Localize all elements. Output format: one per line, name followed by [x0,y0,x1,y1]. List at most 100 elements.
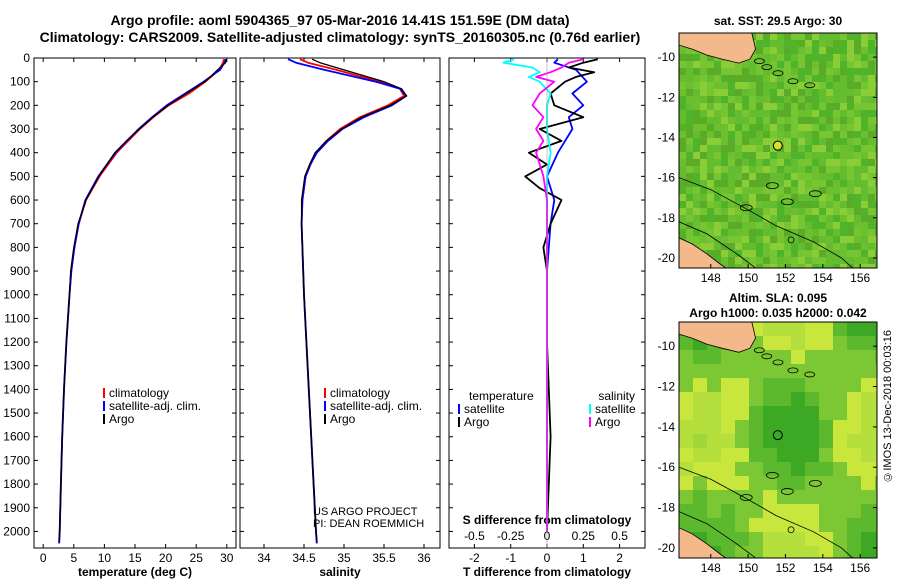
sst-map-cell [679,194,687,202]
depth-tick-label: 600 [10,193,30,207]
sst-map-cell [728,145,736,153]
sla-map-ytick-label: -18 [658,501,676,515]
sst-map-cell [686,89,694,97]
sst-map-cell [868,243,876,251]
sst-map-cell [868,201,876,209]
sst-map-cell [805,208,813,216]
sst-map-cell [700,208,708,216]
sst-map-cell [833,110,841,118]
sst-map-cell [840,166,848,174]
sst-map-cell [826,96,834,104]
sst-map-cell [749,173,757,181]
sst-map-cell [826,229,834,237]
sst-map-cell [749,61,757,69]
sla-map-cell [875,448,877,463]
sst-map-cell [819,75,827,83]
sst-map-cell [777,229,785,237]
sst-map-cell [770,243,778,251]
sst-map-land-png [679,33,757,64]
sst-map-cell [749,201,757,209]
temperature-xtick-label: 20 [159,551,173,565]
sst-map-cell [833,257,841,265]
sst-map-cell [833,194,841,202]
sst-map-cell [868,82,876,90]
sst-map-cell [812,131,820,139]
sst-map-cell [679,131,687,139]
sst-map-cell [826,215,834,223]
sst-map-cell [819,166,827,174]
sst-map-cell [819,138,827,146]
sst-map-cell [868,110,876,118]
sst-map-cell [763,222,771,230]
sst-map-cell [763,264,771,268]
sst-map-cell [777,208,785,216]
sla-map-cell [735,350,750,365]
sst-map-cell [707,222,715,230]
sst-map-cell [791,89,799,97]
sla-map-cell [791,406,806,421]
sst-map-cell [735,89,743,97]
sst-map-xtick-label: 150 [738,271,758,285]
sst-map-cell [812,110,820,118]
sla-map-cell [777,532,792,547]
sst-map-cell [679,180,687,188]
sst-map-cell [791,82,799,90]
sst-map-cell [812,103,820,111]
sst-map-xtick-label: 148 [701,271,721,285]
sst-map-cell [777,222,785,230]
sst-map-cell [700,201,708,209]
sla-map-cell [749,504,764,519]
sst-map-cell [868,54,876,62]
sst-map-cell [798,180,806,188]
sst-map-cell [840,173,848,181]
sst-map-cell [700,124,708,132]
sst-map-cell [847,110,855,118]
sst-map-cell [686,201,694,209]
sla-map-cell [847,336,862,351]
sla-map-cell [707,420,722,435]
sst-map-cell [847,47,855,55]
sst-map-cell [714,222,722,230]
sst-map-cell [854,229,862,237]
sst-map-cell [679,103,687,111]
depth-tick-label: 0 [23,51,30,65]
sst-map-cell [819,131,827,139]
sst-map-cell [700,243,708,251]
sst-map-cell [742,187,750,195]
sst-map-cell [812,82,820,90]
sst-map-cell [693,117,701,125]
sst-map-cell [791,250,799,258]
sla-map-cell [679,448,694,463]
sst-map-cell [707,124,715,132]
sst-map-cell [875,89,877,97]
sst-map-cell [777,68,785,76]
sst-map-cell [679,215,687,223]
sst-map-cell [854,236,862,244]
sst-map-cell [721,222,729,230]
sla-map-cell [833,336,848,351]
sst-map-cell [819,61,827,69]
sst-map-cell [693,187,701,195]
sst-map-cell [791,96,799,104]
sst-map-cell [826,180,834,188]
sst-map-cell [763,110,771,118]
sla-map-cell [847,532,862,547]
sla-map-ytick-label: -16 [658,460,676,474]
sst-map-land-australia [679,237,727,268]
sst-map-cell [784,68,792,76]
sst-map-cell [756,33,764,41]
sla-map-cell [679,518,694,533]
sst-map-cell [707,180,715,188]
sst-map-cell [728,257,736,265]
sla-map-cell [707,406,722,421]
sst-map-cell [770,166,778,174]
sst-map-cell [833,61,841,69]
sst-map-cell [854,222,862,230]
sst-map-cell [763,138,771,146]
sst-map-cell [847,124,855,132]
sst-map-cell [854,75,862,83]
sst-map-cell [798,201,806,209]
sla-map-cell [777,448,792,463]
sst-map-cell [714,89,722,97]
sst-map-cell [686,47,694,55]
